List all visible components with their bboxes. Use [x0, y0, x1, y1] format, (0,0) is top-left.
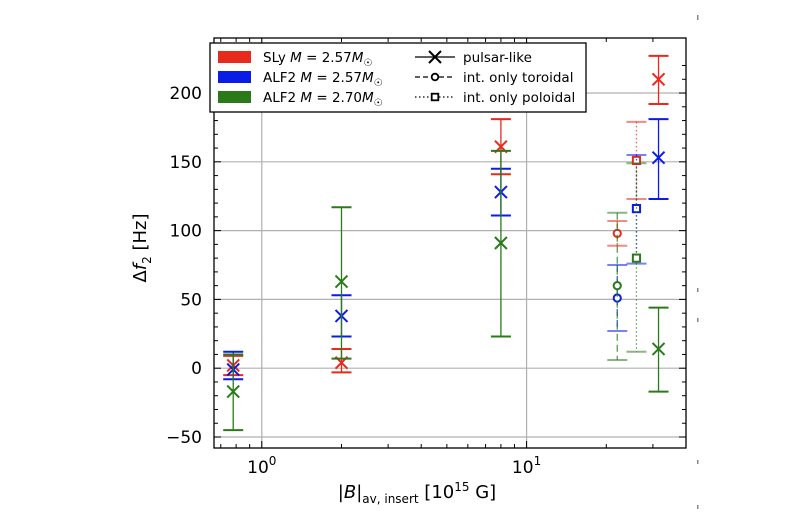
plot-border	[213, 37, 687, 449]
data-point	[631, 253, 642, 263]
legend-label: int. only poloidal	[463, 90, 575, 106]
legend-label: ALF2 M = 2.70M☉	[263, 90, 383, 109]
y-tick-label: −50	[166, 428, 202, 448]
y-axis-label: Δf2 [Hz]	[130, 213, 154, 282]
y-tick-label: 50	[180, 290, 202, 310]
y-tick-label: 0	[191, 359, 202, 379]
x-axis-label: |B|av, insert [1015 G]	[338, 480, 496, 506]
data-point	[651, 150, 666, 165]
data-point	[226, 384, 240, 399]
x-tick-label: 100	[247, 454, 276, 478]
legend-label: ALF2 M = 2.57M☉	[263, 70, 383, 89]
legend-label: int. only toroidal	[463, 70, 573, 86]
y-tick-label: 200	[170, 84, 202, 104]
plot-frame	[213, 37, 687, 449]
legend: SLy M = 2.57M☉ALF2 M = 2.57M☉ALF2 M = 2.…	[209, 42, 587, 113]
legend-marker	[428, 50, 442, 64]
y-tick-label: 100	[170, 222, 202, 242]
legend-box	[209, 42, 587, 113]
x-tick-label: 101	[512, 454, 541, 478]
series-layer	[223, 54, 669, 432]
legend-swatch	[218, 51, 251, 63]
legend-label: pulsar-like	[463, 50, 532, 66]
y-tick-label: 150	[170, 153, 202, 173]
legend-marker	[430, 92, 440, 102]
data-point	[334, 274, 349, 289]
legend-marker	[430, 72, 440, 82]
legend-label: SLy M = 2.57M☉	[263, 50, 372, 69]
tick-labels: −50 0 50 100 150 200 100 101	[166, 84, 541, 478]
data-point	[651, 72, 666, 86]
axis-ticks	[214, 38, 687, 448]
legend-swatch	[218, 71, 251, 83]
data-point	[612, 281, 622, 291]
right-edge-specks	[697, 15, 699, 509]
legend-swatch	[218, 91, 251, 103]
data-point	[494, 236, 508, 250]
data-point	[651, 342, 666, 356]
